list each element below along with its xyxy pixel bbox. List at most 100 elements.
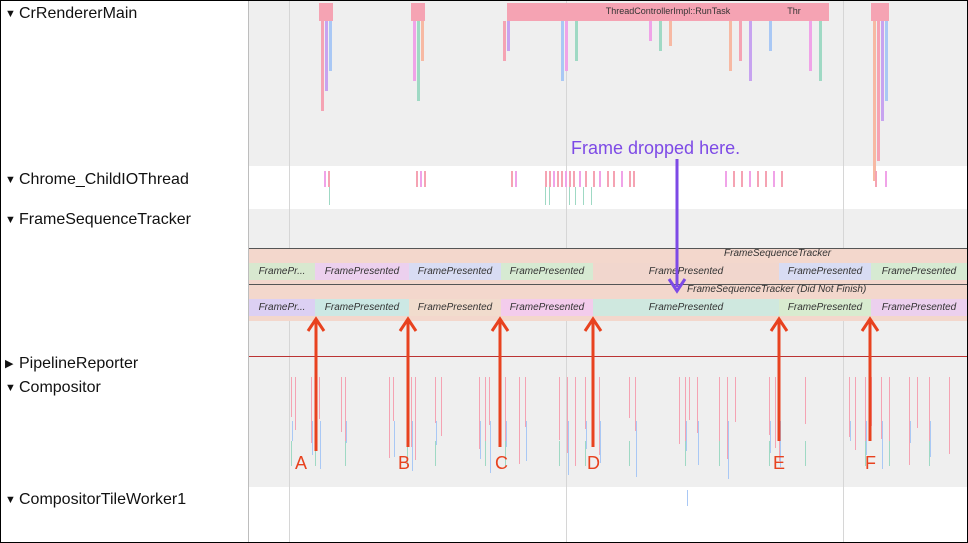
- frame-slice[interactable]: FramePresented: [871, 299, 967, 316]
- activity-tick: [930, 421, 931, 457]
- activity-tick: [416, 171, 418, 187]
- activity-tick: [607, 171, 609, 187]
- activity-tick: [315, 441, 316, 466]
- activity-tick: [600, 421, 601, 463]
- marker-label-e: E: [773, 453, 786, 473]
- collapse-triangle-icon[interactable]: ▶: [5, 358, 14, 370]
- activity-tick: [575, 377, 576, 466]
- activity-tick: [329, 21, 332, 71]
- activity-tick: [485, 377, 486, 462]
- runtask-slice[interactable]: ThreadControllerImpl::RunTask: [507, 3, 829, 21]
- activity-tick: [436, 421, 437, 445]
- track-framesequencetracker[interactable]: ▼ FrameSequenceTracker: [5, 211, 191, 228]
- timeline-area[interactable]: ThreadControllerImpl::RunTask Thr FrameS…: [249, 1, 967, 542]
- activity-tick: [583, 187, 584, 205]
- frame-slice[interactable]: FramePresented: [315, 299, 409, 316]
- activity-tick: [850, 421, 851, 441]
- activity-tick: [295, 377, 296, 430]
- activity-tick: [292, 421, 293, 441]
- activity-tick: [557, 171, 559, 187]
- activity-tick: [669, 21, 672, 46]
- activity-tick: [420, 171, 422, 187]
- frame-slice[interactable]: FramePr...: [249, 263, 315, 280]
- track-compositortileworker1[interactable]: ▼ CompositorTileWorker1: [5, 491, 187, 508]
- track-crrenderermain[interactable]: ▼ CrRendererMain: [5, 5, 138, 22]
- activity-tick: [865, 377, 866, 463]
- frame-slice[interactable]: FramePresented: [409, 299, 501, 316]
- activity-tick: [490, 421, 491, 473]
- activity-tick: [735, 377, 736, 422]
- activity-tick: [875, 171, 877, 187]
- activity-tick: [511, 171, 513, 187]
- activity-tick: [345, 377, 346, 445]
- frame-slice[interactable]: FramePresented: [593, 299, 779, 316]
- activity-tick: [545, 187, 546, 205]
- activity-tick: [633, 171, 635, 187]
- activity-tick: [781, 171, 783, 187]
- activity-tick: [881, 21, 884, 121]
- activity-tick: [559, 3, 573, 21]
- marker-label-a: A: [295, 453, 308, 473]
- activity-tick: [505, 441, 506, 466]
- activity-tick: [811, 3, 829, 21]
- activity-tick: [629, 377, 630, 418]
- activity-tick: [329, 187, 330, 205]
- marker-label-b: B: [398, 453, 411, 473]
- frame-slice[interactable]: FramePresented: [779, 263, 871, 280]
- activity-tick: [586, 421, 587, 449]
- expand-triangle-icon[interactable]: ▼: [5, 214, 16, 226]
- expand-triangle-icon[interactable]: ▼: [5, 494, 16, 506]
- renderer-track-bg: [249, 1, 967, 166]
- track-compositor[interactable]: ▼ Compositor: [5, 379, 101, 396]
- activity-tick: [889, 377, 890, 452]
- frame-dropped-note: Frame dropped here.: [571, 138, 741, 158]
- activity-tick: [885, 21, 888, 101]
- activity-tick: [865, 441, 866, 466]
- activity-tick: [613, 171, 615, 187]
- frame-slice[interactable]: FramePresented: [501, 299, 593, 316]
- frame-slice[interactable]: FramePresented: [409, 263, 501, 280]
- activity-tick: [549, 187, 550, 205]
- track-pipelinereporter[interactable]: ▶ PipelineReporter: [5, 355, 139, 372]
- compositor-track-bg: [249, 357, 967, 487]
- activity-tick: [687, 490, 688, 506]
- activity-tick: [679, 377, 680, 444]
- activity-tick: [567, 377, 568, 453]
- frame-slice[interactable]: FramePresented: [315, 263, 409, 280]
- activity-tick: [525, 377, 526, 427]
- track-chrome-childiothread[interactable]: ▼ Chrome_ChildIOThread: [5, 171, 189, 188]
- expand-triangle-icon[interactable]: ▼: [5, 8, 16, 20]
- activity-tick: [877, 21, 880, 161]
- activity-tick: [585, 171, 587, 187]
- activity-tick: [346, 421, 347, 443]
- marker-label-f: F: [865, 453, 876, 473]
- expand-triangle-icon[interactable]: ▼: [5, 174, 16, 186]
- activity-tick: [559, 441, 560, 466]
- frame-slice[interactable]: FramePresented: [501, 263, 593, 280]
- dropped-frame-arrowhead: [667, 278, 687, 294]
- activity-tick: [480, 421, 481, 459]
- activity-tick: [573, 171, 575, 187]
- activity-tick: [659, 21, 662, 51]
- activity-tick: [345, 441, 346, 466]
- activity-tick: [873, 21, 876, 181]
- activity-tick: [569, 187, 570, 205]
- activity-tick: [325, 21, 328, 91]
- activity-tick: [515, 171, 517, 187]
- activity-tick: [565, 21, 568, 71]
- frame-slice[interactable]: FramePresented: [593, 263, 779, 280]
- activity-tick: [636, 421, 637, 477]
- activity-tick: [319, 3, 333, 21]
- activity-tick: [549, 171, 551, 187]
- frame-slice[interactable]: FramePresented: [871, 263, 967, 280]
- activity-tick: [733, 171, 735, 187]
- activity-tick: [320, 421, 321, 469]
- expand-triangle-icon[interactable]: ▼: [5, 382, 16, 394]
- activity-tick: [917, 377, 918, 428]
- frame-slice[interactable]: FramePresented: [779, 299, 871, 316]
- marker-arrows: [306, 316, 880, 451]
- activity-tick: [749, 171, 751, 187]
- activity-tick: [749, 21, 752, 81]
- activity-tick: [635, 377, 636, 431]
- frame-slice[interactable]: FramePr...: [249, 299, 315, 316]
